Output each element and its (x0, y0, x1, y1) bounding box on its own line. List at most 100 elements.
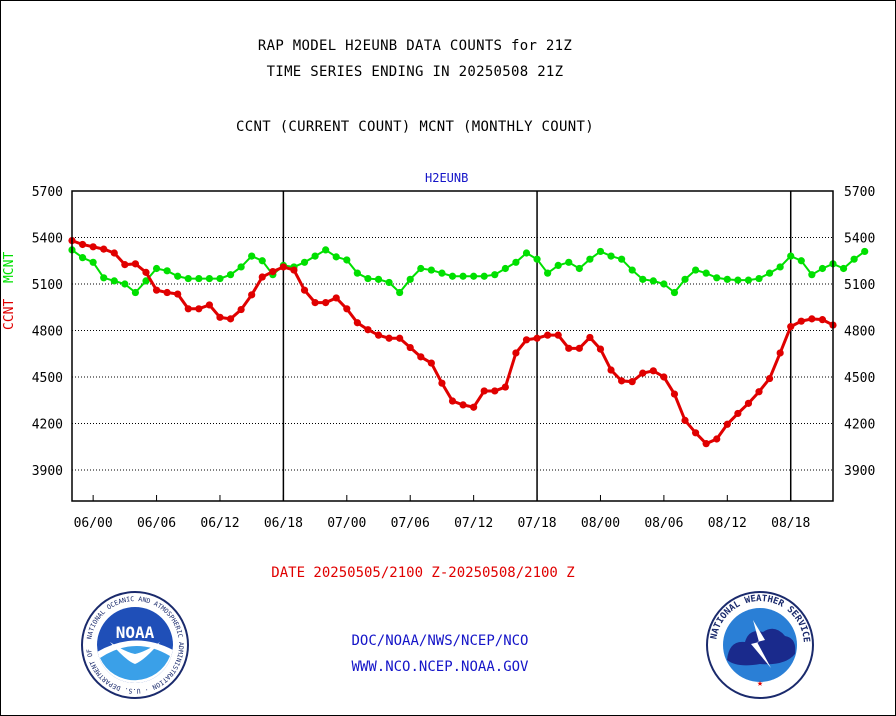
data-point-mcnt (142, 277, 150, 285)
data-point-ccnt (491, 387, 499, 395)
data-point-mcnt (628, 266, 636, 274)
data-point-mcnt (226, 271, 235, 279)
data-point-ccnt (205, 301, 214, 309)
credit-line-2: WWW.NCO.NCEP.NOAA.GOV (351, 659, 529, 675)
nws-logo: ★ NATIONAL WEATHER SERVICE (706, 591, 814, 699)
data-point-mcnt (723, 275, 731, 283)
x-tick-label: 08/12 (708, 516, 747, 531)
data-point-ccnt (174, 290, 182, 298)
data-point-mcnt (248, 252, 256, 260)
data-point-ccnt (290, 266, 298, 274)
y-tick-label-right: 4200 (844, 418, 875, 433)
data-point-ccnt (385, 334, 393, 342)
data-point-ccnt (258, 273, 266, 281)
data-point-ccnt (131, 260, 140, 268)
data-point-mcnt (670, 288, 679, 297)
data-point-ccnt (406, 343, 414, 352)
data-point-ccnt (755, 388, 763, 396)
data-point-mcnt (681, 275, 689, 283)
x-tick-label: 06/00 (74, 516, 113, 531)
data-point-ccnt (522, 336, 531, 344)
data-point-ccnt (237, 305, 245, 314)
data-point-ccnt (639, 369, 647, 377)
y-tick-label-left: 5700 (32, 185, 63, 200)
data-point-ccnt (142, 268, 150, 276)
data-point-ccnt (459, 401, 467, 409)
data-point-ccnt (322, 299, 330, 307)
data-point-ccnt (808, 315, 816, 323)
series-line-ccnt (71, 239, 834, 446)
data-point-mcnt (808, 271, 816, 279)
data-point-mcnt (522, 249, 531, 257)
data-point-mcnt (533, 255, 541, 263)
data-point-mcnt (300, 258, 309, 266)
data-point-mcnt (713, 274, 721, 282)
series-title: H2EUNB (425, 171, 469, 185)
data-point-mcnt (174, 272, 182, 280)
data-point-mcnt (744, 276, 753, 284)
data-point-mcnt (544, 269, 552, 277)
series-ccnt (68, 237, 837, 448)
data-point-ccnt (152, 286, 161, 294)
data-point-mcnt (184, 274, 192, 283)
data-point-mcnt (607, 252, 615, 260)
data-point-ccnt (427, 359, 435, 367)
data-point-mcnt (396, 288, 404, 297)
data-point-ccnt (353, 319, 361, 327)
y-tick-label-right: 4800 (844, 325, 875, 340)
x-tick-label: 08/18 (771, 516, 810, 531)
data-point-ccnt (575, 344, 583, 352)
chart-title-line-2: TIME SERIES ENDING IN 20250508 21Z (266, 64, 564, 80)
data-point-mcnt (322, 246, 330, 254)
data-point-ccnt (681, 416, 689, 424)
data-point-mcnt (639, 275, 647, 283)
x-tick-label: 07/06 (391, 516, 430, 531)
data-point-ccnt (279, 263, 287, 271)
y-tick-label-left: 5100 (32, 278, 63, 293)
data-point-ccnt (448, 397, 457, 405)
data-point-mcnt (596, 247, 605, 256)
y-tick-label-right: 5400 (844, 232, 875, 247)
data-point-mcnt (258, 257, 266, 265)
data-point-mcnt (78, 254, 87, 262)
data-point-mcnt (565, 258, 573, 266)
data-point-ccnt (565, 344, 573, 352)
y-tick-label-left: 5400 (32, 232, 63, 247)
data-point-ccnt (438, 379, 446, 387)
data-point-ccnt (660, 373, 668, 381)
data-point-mcnt (787, 252, 795, 260)
data-point-mcnt (797, 257, 805, 265)
data-point-ccnt (226, 315, 235, 323)
data-point-ccnt (554, 331, 562, 339)
date-range-label: DATE 20250505/2100 Z-20250508/2100 Z (271, 565, 575, 581)
data-point-ccnt (470, 403, 478, 411)
plot-layer (68, 237, 869, 448)
x-tick-label: 06/12 (200, 516, 239, 531)
data-point-ccnt (533, 334, 541, 342)
data-point-mcnt (406, 275, 414, 283)
data-point-mcnt (332, 253, 340, 261)
data-point-ccnt (343, 305, 351, 313)
data-point-ccnt (618, 377, 626, 385)
data-point-ccnt (649, 367, 657, 375)
y-tick-label-left: 4200 (32, 418, 63, 433)
data-point-mcnt (311, 252, 319, 260)
data-point-ccnt (216, 313, 224, 321)
data-point-mcnt (618, 255, 626, 263)
data-point-mcnt (491, 271, 499, 279)
noaa-logo: NOAA NATIONAL OCEANIC AND ATMOSPHERIC AD… (80, 590, 189, 699)
data-point-ccnt (544, 331, 552, 339)
data-point-mcnt (385, 278, 393, 287)
data-point-ccnt (512, 349, 520, 357)
data-point-mcnt (850, 255, 858, 263)
data-point-mcnt (438, 269, 446, 277)
data-point-mcnt (554, 261, 562, 269)
data-point-ccnt (364, 326, 372, 334)
data-point-ccnt (417, 353, 425, 361)
x-tick-label: 06/06 (137, 516, 176, 531)
data-point-mcnt (427, 266, 435, 274)
data-point-mcnt (734, 276, 742, 284)
data-point-ccnt (818, 316, 827, 324)
data-point-mcnt (374, 275, 383, 283)
